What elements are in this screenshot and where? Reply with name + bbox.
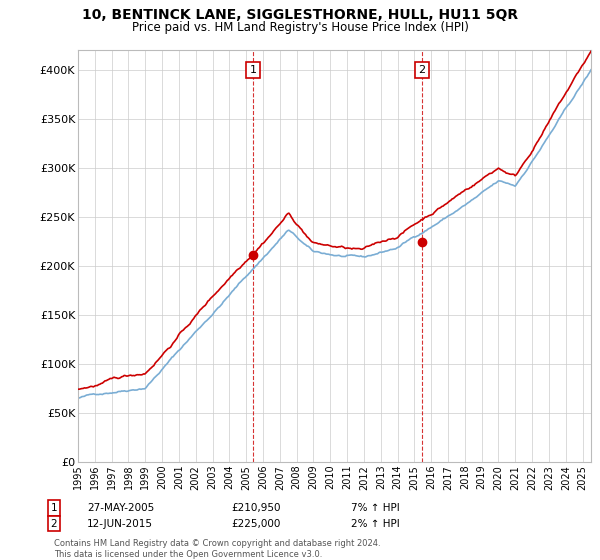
Text: 2: 2 [50, 519, 58, 529]
Text: £225,000: £225,000 [231, 519, 280, 529]
Text: 27-MAY-2005: 27-MAY-2005 [87, 503, 154, 513]
Text: 10, BENTINCK LANE, SIGGLESTHORNE, HULL, HU11 5QR: 10, BENTINCK LANE, SIGGLESTHORNE, HULL, … [82, 8, 518, 22]
Text: £210,950: £210,950 [231, 503, 281, 513]
Text: 7% ↑ HPI: 7% ↑ HPI [351, 503, 400, 513]
Text: 1: 1 [250, 65, 256, 75]
Text: 12-JUN-2015: 12-JUN-2015 [87, 519, 153, 529]
Text: Price paid vs. HM Land Registry's House Price Index (HPI): Price paid vs. HM Land Registry's House … [131, 21, 469, 34]
Text: 2% ↑ HPI: 2% ↑ HPI [351, 519, 400, 529]
Text: Contains HM Land Registry data © Crown copyright and database right 2024.
This d: Contains HM Land Registry data © Crown c… [54, 539, 380, 559]
Text: 1: 1 [50, 503, 58, 513]
Text: 2: 2 [418, 65, 425, 75]
